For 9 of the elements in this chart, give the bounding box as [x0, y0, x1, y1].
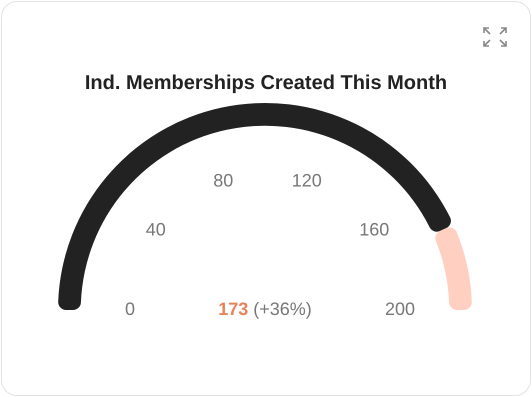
text: 160: [359, 220, 390, 240]
text: 120: [292, 170, 322, 191]
text: 80: [213, 170, 234, 191]
text: 40: [146, 220, 166, 240]
text: (+36%): [248, 298, 312, 319]
chart-title: Ind. Memberships Created This Month: [84, 72, 448, 95]
text: 200: [384, 298, 416, 319]
text: 173: [218, 298, 248, 319]
text: 0: [124, 298, 136, 319]
